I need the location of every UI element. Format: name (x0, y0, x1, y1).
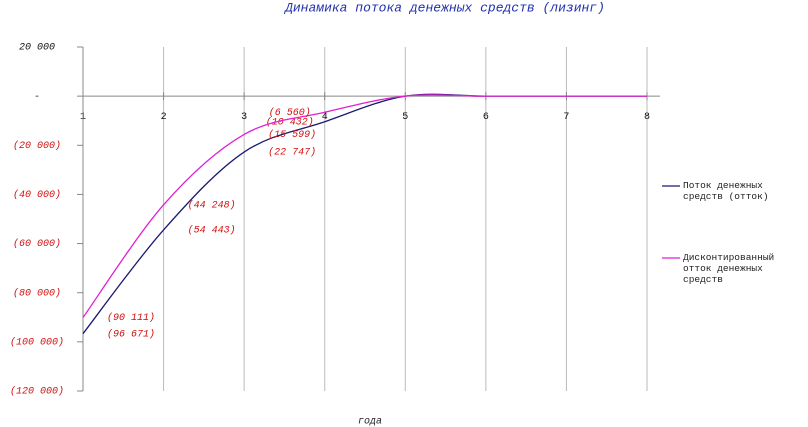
x-tick-label: 3 (241, 112, 247, 123)
x-tick-label: 2 (161, 112, 167, 123)
y-tick-label: (80 000) (13, 287, 61, 299)
y-tick-label: 20 000 (19, 43, 55, 54)
x-axis-label: года (358, 417, 382, 427)
legend-label: Поток денежных средств (отток) (683, 180, 769, 202)
y-tick-label: (120 000) (10, 386, 64, 398)
y-tick-label: - (34, 92, 40, 103)
series-line (82, 93, 647, 335)
y-tick-label: (60 000) (13, 238, 61, 250)
x-tick-label: 6 (483, 112, 489, 123)
chart-title: Динамика потока денежных средств (лизинг… (283, 0, 605, 15)
y-tick-label: (40 000) (13, 189, 61, 201)
data-label: (54 443) (188, 225, 236, 237)
series-line (82, 94, 647, 318)
x-tick-label: 4 (322, 112, 328, 123)
y-tick-label: (100 000) (10, 336, 64, 348)
legend-label: Дисконтированный отток денежных средств (683, 252, 775, 285)
data-label: (6 560) (269, 107, 311, 119)
data-label: (22 747) (268, 147, 316, 159)
data-label: (10 432) (266, 116, 314, 128)
x-tick-label: 7 (563, 112, 569, 123)
data-label: (15 599) (268, 129, 316, 141)
data-label: (90 111) (107, 312, 155, 324)
y-tick-label: (20 000) (13, 140, 61, 152)
data-label: (96 671) (107, 328, 155, 340)
x-tick-label: 5 (402, 112, 408, 123)
data-label: (44 248) (188, 200, 236, 212)
x-tick-label: 8 (644, 112, 650, 123)
